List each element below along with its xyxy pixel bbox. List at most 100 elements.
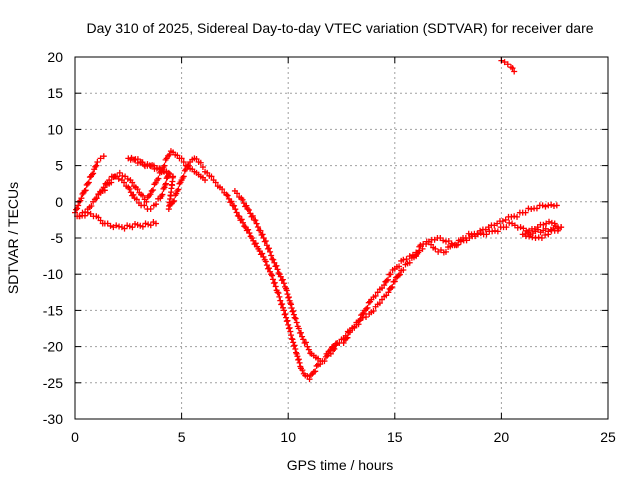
- data-point: [363, 305, 370, 312]
- y-tick-label: 20: [47, 49, 63, 65]
- data-point: [246, 230, 253, 237]
- data-point: [175, 186, 182, 193]
- data-point: [290, 339, 297, 346]
- data-point: [376, 300, 383, 307]
- data-point: [300, 336, 307, 343]
- data-point: [143, 198, 150, 205]
- data-point: [551, 220, 558, 227]
- data-point: [329, 343, 336, 350]
- chart-title: Day 310 of 2025, Sidereal Day-to-day VTE…: [86, 20, 593, 36]
- data-point: [93, 195, 100, 202]
- data-point: [501, 59, 508, 66]
- data-point: [84, 209, 91, 216]
- x-tick-label: 15: [387, 429, 403, 445]
- data-point: [370, 307, 377, 314]
- y-tick-label: 15: [47, 85, 63, 101]
- data-point: [262, 258, 269, 265]
- data-point: [116, 169, 123, 176]
- data-point: [305, 346, 312, 353]
- data-point: [193, 155, 200, 162]
- data-point: [166, 151, 173, 158]
- data-point: [92, 163, 99, 170]
- data-point: [387, 271, 394, 278]
- data-point: [178, 155, 185, 162]
- data-point: [304, 373, 311, 380]
- data-point: [284, 291, 291, 298]
- data-point: [202, 177, 209, 184]
- data-point: [159, 191, 166, 198]
- data-point: [275, 290, 282, 297]
- data-point: [327, 347, 334, 354]
- data-point: [124, 175, 131, 182]
- data-point: [171, 197, 178, 204]
- data-point: [166, 171, 173, 178]
- data-point: [494, 228, 501, 235]
- data-point: [291, 342, 298, 349]
- data-point: [139, 223, 146, 230]
- data-point: [432, 245, 439, 252]
- data-point: [174, 152, 181, 159]
- data-point: [288, 304, 295, 311]
- data-point: [115, 175, 122, 182]
- data-point: [519, 231, 526, 238]
- data-point: [78, 195, 85, 202]
- data-point: [245, 226, 252, 233]
- data-point: [160, 168, 167, 175]
- data-point: [139, 192, 146, 199]
- data-point: [263, 262, 270, 269]
- data-point: [274, 289, 281, 296]
- data-point: [272, 283, 279, 290]
- data-point: [121, 179, 128, 186]
- x-tick-label: 10: [280, 429, 296, 445]
- x-tick-label: 25: [600, 429, 616, 445]
- data-point: [254, 224, 261, 231]
- data-point: [157, 166, 164, 173]
- data-point: [95, 214, 102, 221]
- data-point: [287, 300, 294, 307]
- data-point: [295, 325, 302, 332]
- data-point: [128, 154, 135, 161]
- data-point: [155, 175, 162, 182]
- data-point: [395, 272, 402, 279]
- data-point: [163, 169, 170, 176]
- data-point: [245, 207, 252, 214]
- data-point: [273, 262, 280, 269]
- data-point: [219, 186, 226, 193]
- data-point: [299, 333, 306, 340]
- data-point: [384, 276, 391, 283]
- data-point: [440, 237, 447, 244]
- data-point: [75, 202, 82, 209]
- data-point: [113, 222, 120, 229]
- data-point: [244, 206, 251, 213]
- data-point: [419, 245, 426, 252]
- data-point: [387, 284, 394, 291]
- data-point: [293, 349, 300, 356]
- data-point: [129, 179, 136, 186]
- y-tick-label: -10: [43, 266, 63, 282]
- data-point: [381, 282, 388, 289]
- data-point: [260, 235, 267, 241]
- data-point: [224, 192, 231, 199]
- data-point: [285, 294, 292, 301]
- data-point: [542, 203, 549, 210]
- data-point: [502, 216, 509, 223]
- data-point: [364, 304, 371, 311]
- data-point: [379, 285, 386, 292]
- data-point: [141, 161, 148, 168]
- data-point: [148, 187, 155, 194]
- data-point: [290, 311, 297, 318]
- x-tick-label: 20: [494, 429, 510, 445]
- data-point: [252, 217, 259, 224]
- data-point: [415, 249, 422, 256]
- y-tick-label: -15: [43, 302, 63, 318]
- data-point: [199, 164, 206, 171]
- data-point: [147, 222, 154, 229]
- data-point: [279, 301, 286, 308]
- data-point: [417, 242, 424, 249]
- data-point: [280, 307, 287, 314]
- data-point: [234, 190, 241, 197]
- data-point: [304, 343, 311, 350]
- data-point: [396, 271, 403, 278]
- data-point: [243, 202, 250, 209]
